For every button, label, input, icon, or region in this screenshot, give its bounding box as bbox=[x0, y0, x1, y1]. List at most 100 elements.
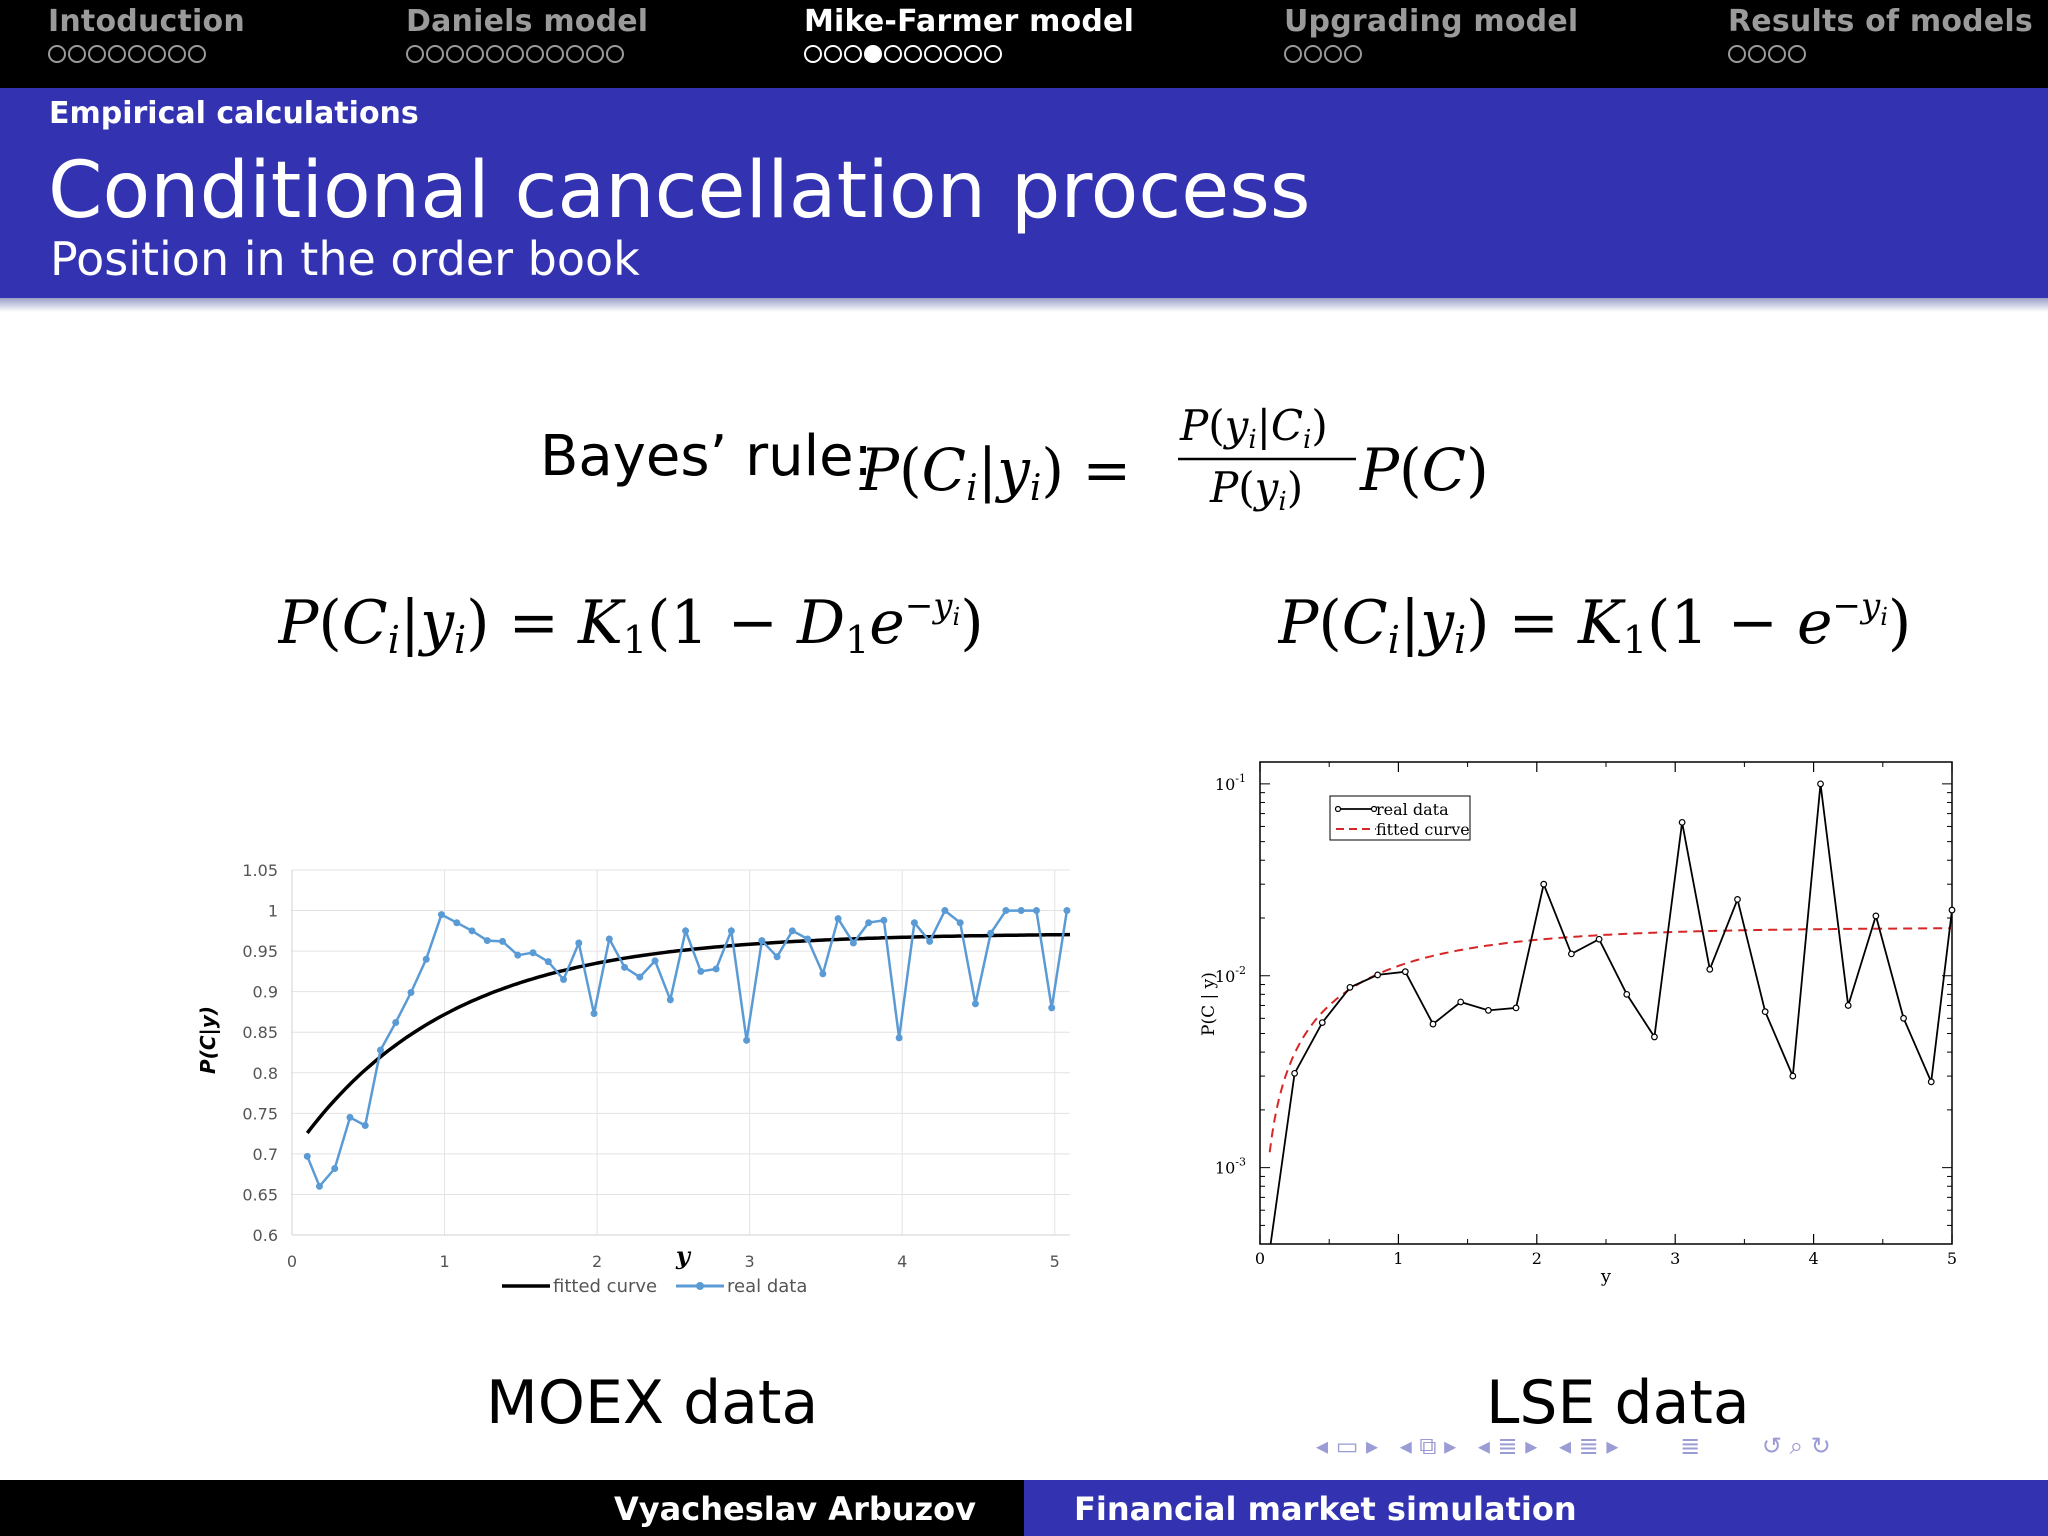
nav-frame-dot[interactable] bbox=[944, 45, 962, 63]
nav-frame-dot[interactable] bbox=[1344, 45, 1362, 63]
nav-frame-dot[interactable] bbox=[1728, 45, 1746, 63]
moex-real-data-point bbox=[361, 1122, 369, 1129]
moex-y-tick-label: 0.6 bbox=[253, 1226, 278, 1245]
nav-frame-dot[interactable] bbox=[526, 45, 544, 63]
nav-frame-prev-icon[interactable]: ◂ bbox=[1316, 1432, 1329, 1460]
lse-legend-label-fit: fitted curve bbox=[1376, 820, 1470, 839]
nav-frame-dots bbox=[1728, 45, 2033, 67]
nav-section-upgrading-model[interactable]: Upgrading model bbox=[1284, 4, 1578, 67]
moex-real-data-point bbox=[804, 935, 812, 943]
nav-frame-dot[interactable] bbox=[48, 45, 66, 63]
nav-frame-dot[interactable] bbox=[68, 45, 86, 63]
nav-document-prev-icon[interactable]: ◂ bbox=[1558, 1432, 1572, 1460]
nav-back-icon[interactable]: ↺ bbox=[1761, 1432, 1782, 1460]
moex-real-data-point bbox=[819, 970, 827, 978]
nav-frame-dot[interactable] bbox=[148, 45, 166, 63]
moex-x-tick-label: 3 bbox=[745, 1252, 755, 1271]
nav-section-introduction[interactable]: Intoduction bbox=[48, 4, 245, 67]
nav-frame-dot[interactable] bbox=[546, 45, 564, 63]
nav-frame-dot[interactable] bbox=[884, 45, 902, 63]
nav-frame-dot[interactable] bbox=[1768, 45, 1786, 63]
nav-frame-next-icon[interactable]: ▸ bbox=[1366, 1432, 1379, 1460]
nav-frame-dot[interactable] bbox=[188, 45, 206, 63]
moex-real-data-point bbox=[880, 916, 888, 924]
lse-real-data-point bbox=[1595, 935, 1603, 943]
moex-y-tick-label: 0.75 bbox=[242, 1104, 278, 1123]
nav-subsection-icon[interactable]: ⧉ bbox=[1419, 1432, 1437, 1460]
nav-frame-dot[interactable] bbox=[506, 45, 524, 63]
nav-frame-dot[interactable] bbox=[586, 45, 604, 63]
svg-text:P(Ci|yi) = K1(1 − e−yi): P(Ci|yi) = K1(1 − e−yi) bbox=[1278, 586, 1911, 662]
nav-frame-dot[interactable] bbox=[844, 45, 862, 63]
nav-frame-dot[interactable] bbox=[1304, 45, 1322, 63]
nav-forward-icon[interactable]: ↻ bbox=[1810, 1432, 1831, 1460]
nav-section-prev-icon[interactable]: ◂ bbox=[1477, 1432, 1490, 1460]
nav-section-daniels-model[interactable]: Daniels model bbox=[406, 4, 648, 67]
moex-real-data-point bbox=[376, 1046, 384, 1054]
svg-text:P(C): P(C) bbox=[1359, 436, 1489, 504]
nav-frame-dot[interactable] bbox=[446, 45, 464, 63]
nav-frame-dot[interactable] bbox=[168, 45, 186, 63]
nav-frame-dot[interactable] bbox=[824, 45, 842, 63]
nav-frame-dot[interactable] bbox=[606, 45, 624, 63]
moex-real-data-point bbox=[971, 1000, 979, 1008]
lse-tick-labels: 0 1 2 3 4 5 10-3 10-2 10-1 bbox=[1215, 772, 1957, 1268]
nav-section-mike-farmer-model[interactable]: Mike-Farmer model bbox=[804, 4, 1134, 67]
nav-frame-dot[interactable] bbox=[426, 45, 444, 63]
nav-section-results-of-models[interactable]: Results of models bbox=[1728, 4, 2033, 67]
nav-section-icon[interactable]: ≣ bbox=[1497, 1432, 1518, 1460]
moex-real-data-point bbox=[636, 973, 644, 981]
nav-frame-dot[interactable] bbox=[804, 45, 822, 63]
moex-y-tick-label: 0.8 bbox=[253, 1064, 278, 1083]
nav-frame-dot[interactable] bbox=[924, 45, 942, 63]
nav-frame-dot[interactable] bbox=[486, 45, 504, 63]
nav-subsection-next-icon[interactable]: ▸ bbox=[1444, 1432, 1457, 1460]
nav-document-next-icon[interactable]: ▸ bbox=[1606, 1432, 1619, 1460]
footer-author-box: Vyacheslav Arbuzov bbox=[0, 1480, 1024, 1536]
nav-frame-dot[interactable] bbox=[566, 45, 584, 63]
moex-real-data-point bbox=[346, 1113, 354, 1121]
moex-real-data-point bbox=[727, 927, 735, 935]
nav-frame-dot[interactable] bbox=[466, 45, 484, 63]
lse-real-data-point bbox=[1346, 983, 1354, 991]
lse-fitted-curve-line bbox=[1268, 927, 1952, 1153]
moex-y-tick-label: 1.05 bbox=[242, 861, 278, 880]
nav-frame-dot[interactable] bbox=[864, 45, 882, 63]
moex-real-data-point bbox=[331, 1164, 339, 1172]
bayes-rule-label: Bayes’ rule: bbox=[540, 424, 873, 489]
moex-real-data-point bbox=[303, 1152, 311, 1160]
nav-frame-dot[interactable] bbox=[1284, 45, 1302, 63]
nav-frame-dot[interactable] bbox=[88, 45, 106, 63]
moex-real-data-point bbox=[865, 919, 873, 927]
nav-search-icon[interactable]: ⌕ bbox=[1789, 1432, 1804, 1460]
nav-frame-dot[interactable] bbox=[904, 45, 922, 63]
nav-appendix-icon[interactable]: ≣ bbox=[1680, 1432, 1701, 1460]
frame-title-bar: Conditional cancellation process Positio… bbox=[0, 142, 2048, 298]
nav-frame-dot[interactable] bbox=[406, 45, 424, 63]
lse-real-data-point bbox=[1512, 1004, 1520, 1012]
moex-y-tick-label: 0.7 bbox=[253, 1145, 278, 1164]
lse-real-data-point bbox=[1706, 965, 1714, 973]
lse-real-data-point bbox=[1734, 895, 1741, 903]
nav-frame-icon[interactable]: ▭ bbox=[1335, 1432, 1359, 1460]
lse-legend-box bbox=[1329, 795, 1471, 841]
svg-text:P(yi): P(yi) bbox=[1209, 463, 1303, 517]
lse-real-data-point bbox=[1789, 1072, 1797, 1080]
lse-real-data-point bbox=[1948, 906, 1956, 914]
nav-frame-dot[interactable] bbox=[128, 45, 146, 63]
nav-frame-dot[interactable] bbox=[964, 45, 982, 63]
moex-real-data-point bbox=[544, 958, 552, 966]
nav-subsection-prev-icon[interactable]: ◂ bbox=[1399, 1432, 1412, 1460]
nav-frame-dot[interactable] bbox=[1748, 45, 1766, 63]
nav-frame-dot[interactable] bbox=[1788, 45, 1806, 63]
moex-real-data-point bbox=[987, 929, 995, 937]
nav-frame-dot[interactable] bbox=[1324, 45, 1342, 63]
nav-frame-dot[interactable] bbox=[984, 45, 1002, 63]
lse-x-axis-label: y bbox=[1600, 1266, 1612, 1287]
nav-frame-dot[interactable] bbox=[108, 45, 126, 63]
nav-section-next-icon[interactable]: ▸ bbox=[1525, 1432, 1538, 1460]
moex-real-data-point bbox=[1032, 907, 1040, 915]
nav-document-icon[interactable]: ≣ bbox=[1578, 1432, 1599, 1460]
lse-y-tick-label: 10-1 bbox=[1215, 772, 1246, 794]
moex-axes bbox=[291, 870, 1070, 1236]
